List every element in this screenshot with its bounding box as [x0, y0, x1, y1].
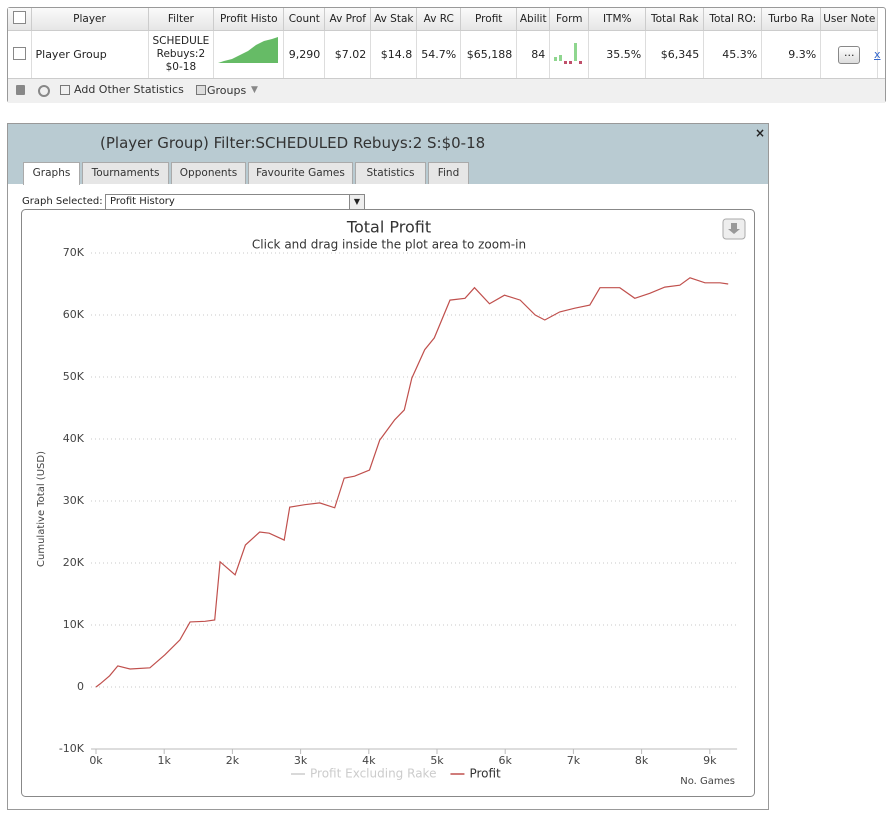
- x-tick-label: 0k: [89, 754, 103, 767]
- cell-player: Player Group: [31, 30, 149, 79]
- y-tick-label: 30K: [63, 494, 85, 507]
- tab[interactable]: Favourite Games: [248, 162, 353, 184]
- x-tick-label: 6k: [499, 754, 513, 767]
- legend-entry[interactable]: Profit Excluding Rake: [310, 767, 436, 781]
- select-arrow[interactable]: ▼: [349, 195, 364, 209]
- chart: Total Profit Click and drag inside the p…: [21, 209, 755, 797]
- x-tick-label: 7k: [567, 754, 581, 767]
- cell: $14.8: [370, 30, 418, 79]
- y-tick-label: 70K: [63, 246, 85, 259]
- x-tick-label: 1k: [158, 754, 172, 767]
- y-axis-label: Cumulative Total (USD): [36, 451, 47, 567]
- legend-entry[interactable]: Profit: [469, 767, 501, 781]
- filter-line: SCHEDULE: [152, 35, 210, 47]
- header[interactable]: Abilit: [516, 8, 551, 31]
- filter-line: $0-18: [165, 61, 197, 73]
- form-bar: [554, 57, 558, 61]
- x-tick-label: 4k: [362, 754, 376, 767]
- header[interactable]: Total Rak: [645, 8, 705, 31]
- cell-note: ...: [820, 30, 879, 79]
- filter-line: Rebuys:2: [156, 48, 206, 60]
- sparkline-area: [218, 37, 279, 63]
- cell: 9,290: [283, 30, 326, 79]
- header[interactable]: Av RC: [416, 8, 462, 31]
- x-tick-label: 9k: [703, 754, 717, 767]
- stats-icon: [60, 85, 70, 95]
- header[interactable]: Filter: [148, 8, 215, 31]
- tab[interactable]: Tournaments: [82, 162, 169, 184]
- header[interactable]: User Note: [820, 8, 879, 31]
- select-all[interactable]: [8, 8, 32, 31]
- y-tick-label: 0: [77, 680, 84, 693]
- form-bar: [569, 61, 573, 64]
- header[interactable]: Av Stak: [370, 8, 418, 31]
- cell-form: [549, 30, 590, 79]
- download-icon: [728, 223, 740, 234]
- x-tick-label: 5k: [430, 754, 444, 767]
- add-statistics[interactable]: Add Other Statistics: [74, 83, 184, 96]
- close-button[interactable]: ×: [755, 126, 766, 140]
- note-button[interactable]: ...: [838, 45, 861, 64]
- header[interactable]: Form: [549, 8, 590, 31]
- form-bar: [579, 61, 583, 64]
- x-tick-label: 2k: [226, 754, 240, 767]
- header[interactable]: Turbo Ra: [761, 8, 822, 31]
- form-bar: [574, 43, 578, 61]
- cell: 84: [516, 30, 551, 79]
- chart-subtitle: Click and drag inside the plot area to z…: [252, 238, 526, 252]
- cell: 45.3%: [703, 30, 763, 79]
- tab[interactable]: Find: [428, 162, 469, 184]
- groups-menu[interactable]: Groups: [207, 84, 247, 97]
- close-row[interactable]: x: [874, 48, 881, 61]
- y-tick-label: -10K: [59, 742, 85, 755]
- form-bar: [559, 55, 563, 61]
- cell: 9.3%: [761, 30, 822, 79]
- groups-icon: [196, 85, 206, 95]
- x-axis-label: No. Games: [680, 776, 735, 787]
- chart-frame: [21, 209, 755, 797]
- x-tick-label: 3k: [294, 754, 308, 767]
- form-bars: [554, 43, 583, 64]
- stats-grid: Player Filter Profit Histo Count Av Prof…: [7, 7, 886, 103]
- y-tick-label: 50K: [63, 370, 85, 383]
- y-tick-label: 40K: [63, 432, 85, 445]
- graph-select-value: Profit History: [110, 196, 175, 207]
- profit-line: [95, 277, 729, 688]
- refresh-icon[interactable]: [38, 85, 50, 97]
- window-header: (Player Group) Filter:SCHEDULED Rebuys:2…: [8, 124, 768, 185]
- header[interactable]: Count: [283, 8, 326, 31]
- tab[interactable]: Statistics: [355, 162, 426, 184]
- graph-select[interactable]: Profit History ▼: [105, 194, 365, 210]
- toolbar: Add Other Statistics Groups ▼: [8, 78, 885, 103]
- header[interactable]: Total RO:: [703, 8, 763, 31]
- cell: $7.02: [324, 30, 372, 79]
- header[interactable]: Profit: [460, 8, 518, 31]
- tab[interactable]: Opponents: [171, 162, 246, 184]
- graph-selected-label: Graph Selected:: [22, 196, 103, 207]
- header[interactable]: Player: [31, 8, 149, 31]
- tab[interactable]: Graphs: [23, 162, 80, 185]
- header[interactable]: Profit Histo: [213, 8, 285, 31]
- y-tick-label: 20K: [63, 556, 85, 569]
- y-tick-label: 10K: [63, 618, 85, 631]
- row-select[interactable]: [8, 30, 32, 79]
- header[interactable]: ITM%: [588, 8, 647, 31]
- cell-sparkline: [213, 30, 285, 79]
- header[interactable]: Av Prof: [324, 8, 372, 31]
- y-tick-label: 60K: [63, 308, 85, 321]
- cell: 35.5%: [588, 30, 647, 79]
- chart-title: Total Profit: [346, 218, 431, 237]
- delete-icon[interactable]: [16, 85, 25, 95]
- dropdown-arrow: ▼: [251, 85, 258, 95]
- window-title: (Player Group) Filter:SCHEDULED Rebuys:2…: [100, 134, 486, 152]
- cell: 54.7%: [416, 30, 462, 79]
- form-bar: [564, 61, 568, 64]
- cell: $6,345: [645, 30, 705, 79]
- stats-table: Player Filter Profit Histo Count Av Prof…: [8, 8, 879, 79]
- cell: $65,188: [460, 30, 518, 79]
- x-tick-label: 8k: [635, 754, 649, 767]
- cell-filter: SCHEDULE Rebuys:2 $0-18: [148, 30, 215, 79]
- sparkline: [218, 37, 279, 63]
